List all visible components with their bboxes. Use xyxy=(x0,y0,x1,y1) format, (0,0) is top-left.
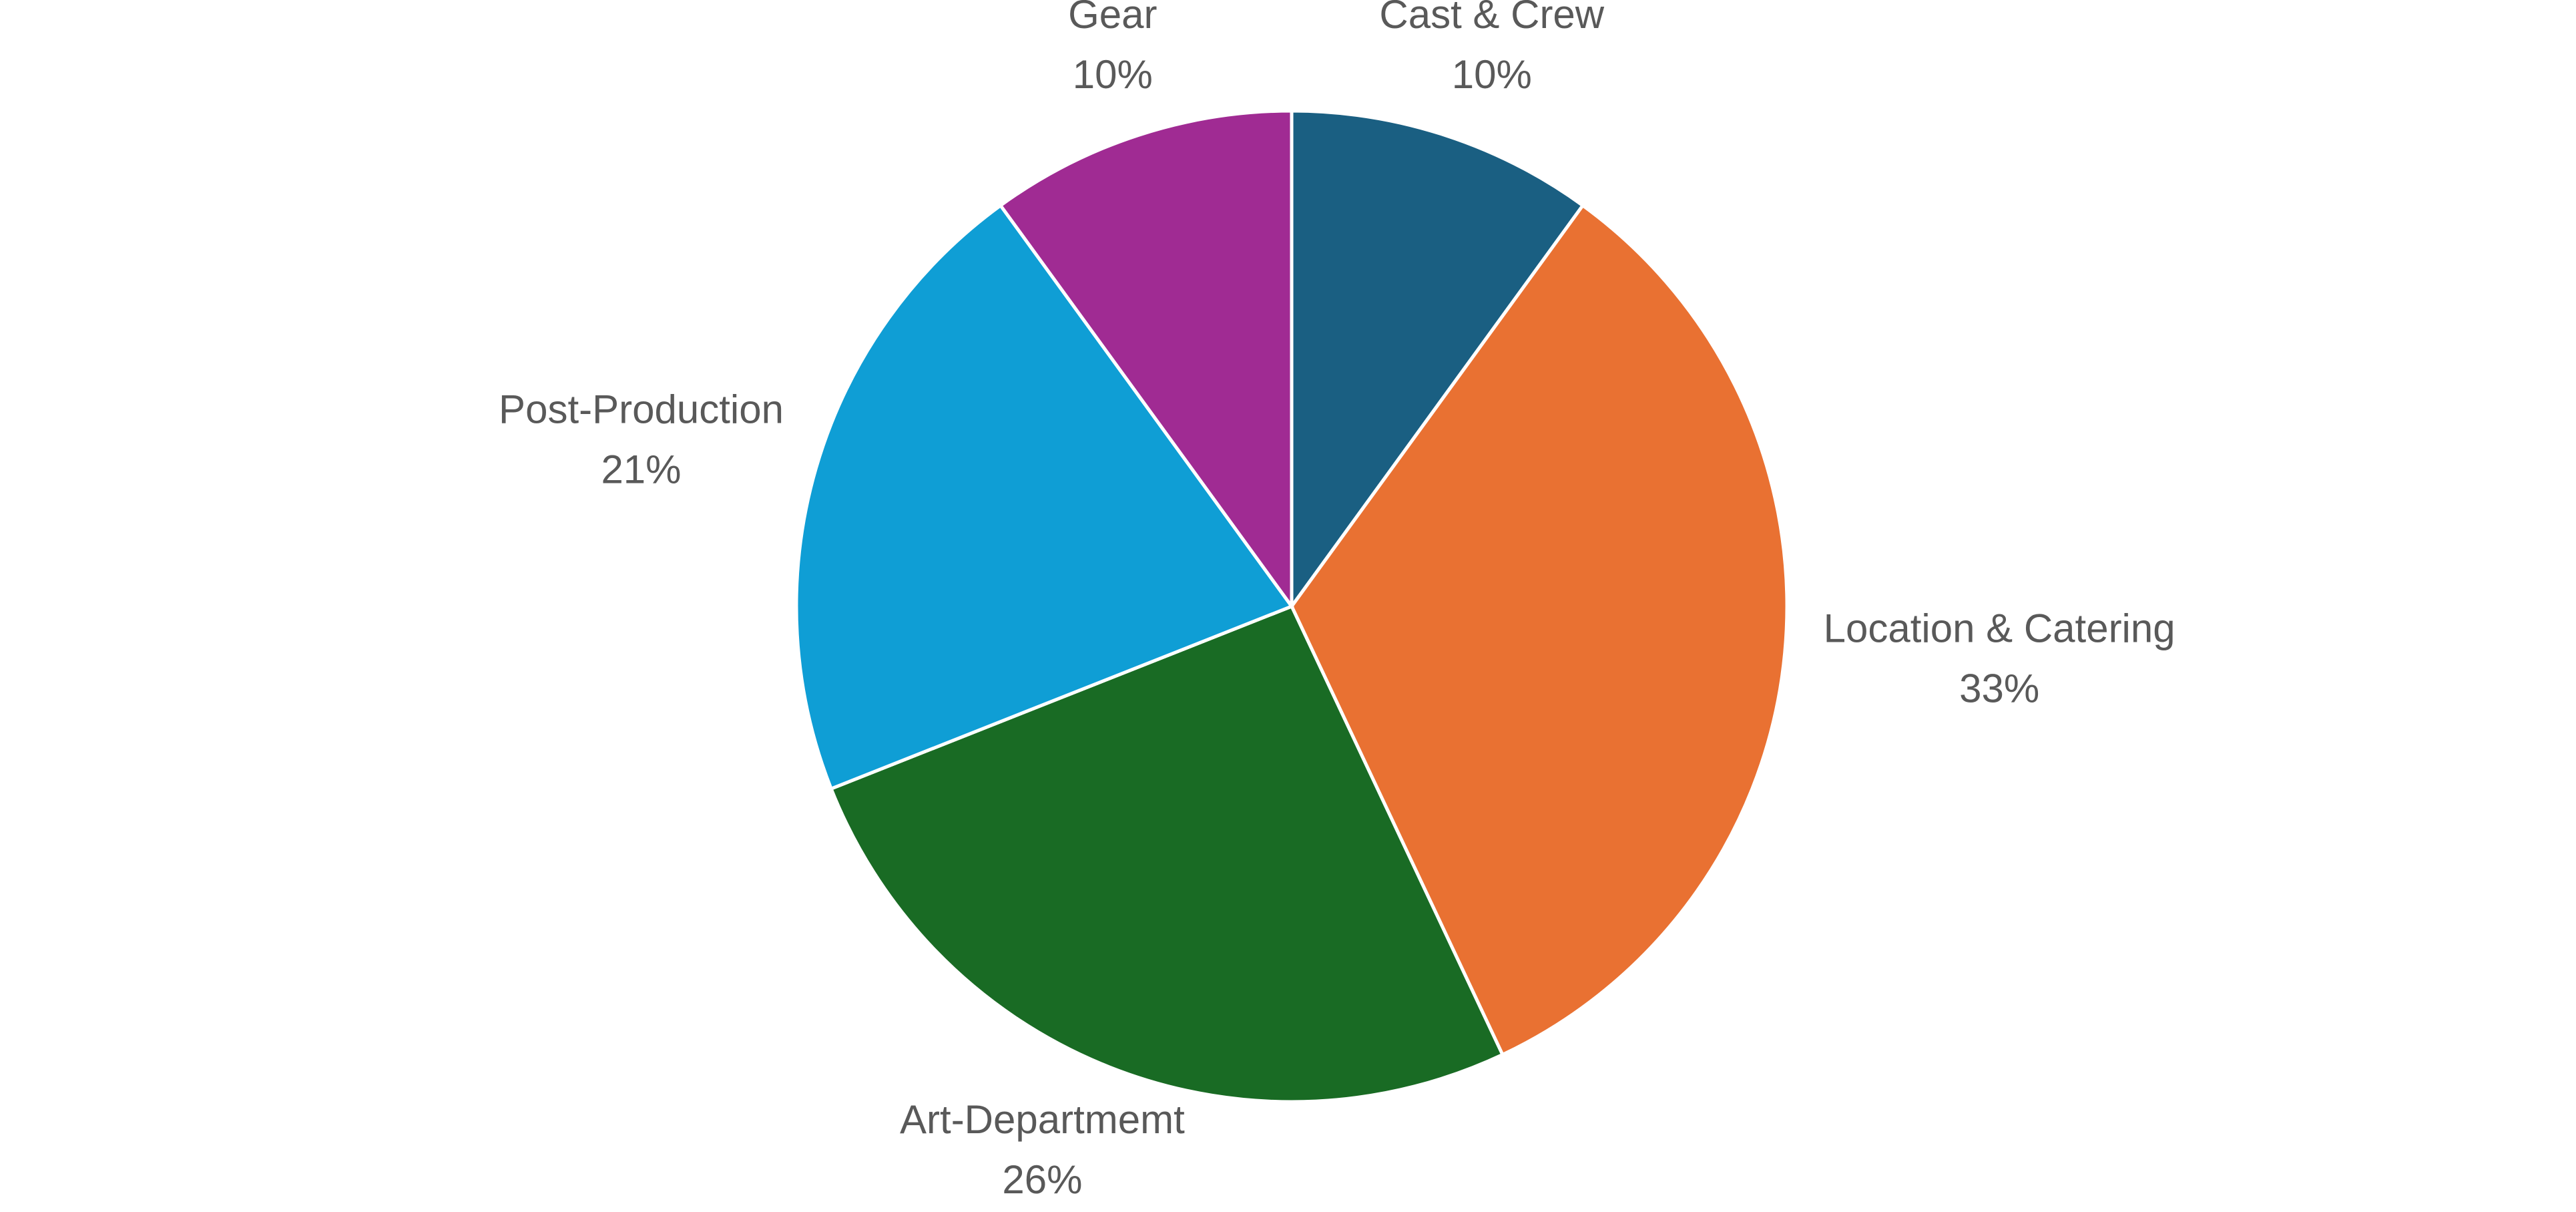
pie-slice xyxy=(828,604,1505,1104)
label-value: 26% xyxy=(1002,1157,1082,1202)
pie-slice xyxy=(794,203,1294,791)
label-value: 10% xyxy=(1073,52,1153,97)
data-label: Art-Departmemt 26% xyxy=(900,1097,1185,1202)
label-value: 33% xyxy=(1959,666,2039,711)
data-label: Post-Production 21% xyxy=(499,387,784,491)
data-label: Gear 10% xyxy=(1068,0,1157,97)
label-value: 21% xyxy=(601,447,681,491)
label-value: 10% xyxy=(1452,52,1532,97)
pie-slice xyxy=(998,109,1294,612)
label-category: Cast & Crew xyxy=(1379,0,1604,37)
data-label: Location & Catering 33% xyxy=(1824,606,2175,711)
label-category: Location & Catering xyxy=(1824,606,2175,651)
label-category: Gear xyxy=(1068,0,1157,37)
pie-slice xyxy=(1290,109,1585,612)
label-category: Post-Production xyxy=(499,387,784,431)
pie-slice xyxy=(1290,203,1789,1057)
label-category: Art-Departmemt xyxy=(900,1097,1185,1142)
data-label: Cast & Crew 10% xyxy=(1379,0,1604,97)
